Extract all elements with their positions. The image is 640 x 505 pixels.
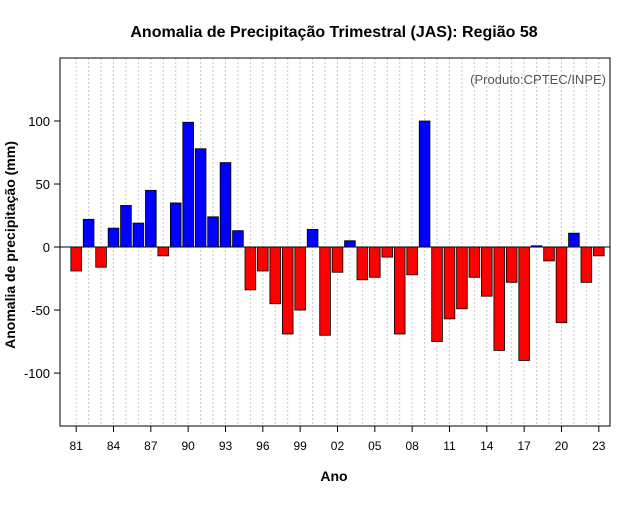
- bar-2002: [331, 246, 344, 273]
- x-tick-label: 11: [443, 439, 456, 453]
- plot-frame: [59, 57, 611, 427]
- x-tick-label: 93: [219, 439, 233, 453]
- x-tick-label: 84: [107, 439, 121, 453]
- bars-layer: [70, 120, 605, 361]
- bar-1987: [145, 189, 157, 248]
- bar-1990: [182, 121, 194, 248]
- bar-1997: [269, 246, 282, 305]
- credit-text: (Produto:CPTEC/INPE): [470, 72, 606, 87]
- x-tick-label: 08: [405, 439, 419, 453]
- bar-1995: [244, 246, 257, 291]
- chart-title: Anomalia de Precipitação Trimestral (JAS…: [130, 24, 537, 41]
- bar-2008: [406, 246, 418, 276]
- bar-2006: [381, 246, 394, 258]
- bar-2001: [319, 246, 331, 336]
- bar-1989: [169, 202, 182, 248]
- bar-2005: [369, 246, 381, 278]
- x-tick-label: 17: [517, 439, 531, 453]
- bar-1982: [82, 218, 95, 248]
- bar-2018: [530, 245, 543, 248]
- bar-2000: [306, 228, 319, 248]
- y-axis-label: Anomalia de precipitação (mm): [2, 141, 18, 349]
- bar-1984: [107, 227, 120, 248]
- bar-2016: [505, 246, 518, 283]
- bar-2009: [418, 120, 431, 248]
- bar-1994: [232, 230, 244, 248]
- bar-1993: [219, 162, 232, 248]
- x-tick-label: 20: [555, 439, 569, 453]
- bar-1992: [207, 216, 219, 248]
- grid-layer: [75, 58, 600, 426]
- y-axis: -100 -50 0 50 100: [24, 114, 60, 381]
- bar-2014: [481, 246, 493, 297]
- bar-1988: [157, 246, 170, 257]
- x-tick-label: 23: [592, 439, 606, 453]
- x-tick-label: 90: [181, 439, 195, 453]
- bar-2004: [356, 246, 369, 281]
- bar-2011: [443, 246, 456, 320]
- bar-2022: [580, 246, 593, 283]
- bar-2007: [393, 246, 406, 335]
- x-tick-label: 99: [293, 439, 307, 453]
- bar-1983: [95, 246, 107, 268]
- x-tick-label: 81: [69, 439, 83, 453]
- bar-1986: [132, 222, 145, 248]
- bar-2023: [593, 246, 605, 257]
- x-tick-label: 87: [144, 439, 158, 453]
- bar-2012: [456, 246, 468, 310]
- y-tick-label: 0: [43, 240, 50, 255]
- bar-1999: [294, 246, 306, 311]
- bar-2013: [468, 246, 481, 278]
- x-tick-label: 96: [256, 439, 270, 453]
- bar-1991: [194, 148, 207, 248]
- bar-2015: [493, 246, 506, 351]
- x-axis-label: Ano: [320, 468, 347, 484]
- x-tick-label: 05: [368, 439, 382, 453]
- bar-2019: [543, 246, 555, 262]
- bar-1985: [120, 205, 132, 248]
- x-axis: 81 84 87 90 93 96 99 02 05 08 11 14 17 20 23: [69, 426, 606, 453]
- x-tick-label: 02: [331, 439, 345, 453]
- bar-2017: [518, 246, 530, 361]
- bar-1998: [281, 246, 294, 335]
- y-tick-label: 100: [28, 114, 50, 129]
- y-tick-label: 50: [36, 177, 50, 192]
- bar-1996: [257, 246, 269, 272]
- bar-2020: [555, 246, 568, 324]
- bar-2003: [344, 240, 356, 248]
- bar-2010: [431, 246, 443, 342]
- y-tick-label: -100: [24, 366, 50, 381]
- bar-1981: [70, 246, 82, 272]
- bar-2021: [568, 232, 580, 248]
- y-tick-label: -50: [31, 303, 50, 318]
- x-tick-label: 14: [480, 439, 494, 453]
